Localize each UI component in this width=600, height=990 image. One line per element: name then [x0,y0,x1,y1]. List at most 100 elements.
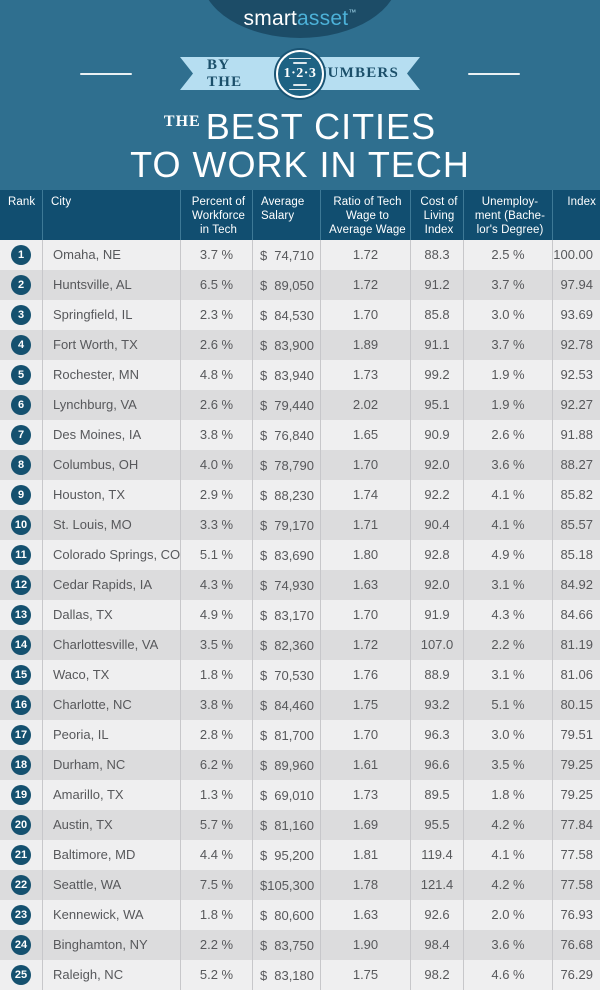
city-cell: Houston, TX [42,480,180,510]
by-the-numbers-banner: BY THE NUMBERS 1·2·3 [0,50,600,98]
banner-text-left: BY THE [207,56,243,90]
salary-amount: 89,050 [274,277,314,293]
rank-badge: 23 [11,905,31,925]
pct-workforce-cell: 2.8 % [180,720,252,750]
unemployment-cell: 4.1 % [463,510,552,540]
index-cell: 81.19 [552,630,600,660]
index-cell: 76.93 [552,900,600,930]
wage-ratio-cell: 1.72 [320,630,410,660]
cost-of-living-cell: 92.6 [410,900,463,930]
salary-amount: 79,440 [274,397,314,413]
wage-ratio-cell: 1.75 [320,960,410,990]
rank-cell: 3 [0,300,42,330]
salary-cell: $78,790 [252,450,320,480]
rank-badge: 25 [11,965,31,985]
cost-of-living-cell: 93.2 [410,690,463,720]
salary-amount: 83,750 [274,937,314,953]
header-rank: Rank [8,196,36,208]
cost-of-living-cell: 91.1 [410,330,463,360]
rank-badge: 22 [11,875,31,895]
rank-cell: 5 [0,360,42,390]
currency-symbol: $ [260,697,268,713]
pct-workforce-cell: 2.6 % [180,330,252,360]
table-row: 8 Columbus, OH 4.0 % $78,790 1.70 92.0 3… [0,450,600,480]
rank-cell: 7 [0,420,42,450]
cost-of-living-cell: 121.4 [410,870,463,900]
currency-symbol: $ [260,277,268,293]
currency-symbol: $ [260,847,268,863]
salary-cell: $105,300 [252,870,320,900]
currency-symbol: $ [260,937,268,953]
pct-workforce-cell: 1.8 % [180,900,252,930]
rank-cell: 13 [0,600,42,630]
wage-ratio-cell: 1.63 [320,570,410,600]
city-cell: Omaha, NE [42,240,180,270]
salary-cell: $76,840 [252,420,320,450]
rank-cell: 20 [0,810,42,840]
index-cell: 92.78 [552,330,600,360]
cost-of-living-cell: 92.0 [410,450,463,480]
unemployment-cell: 1.9 % [463,360,552,390]
badge-rule [293,62,307,64]
index-cell: 97.94 [552,270,600,300]
unemployment-cell: 2.5 % [463,240,552,270]
pct-workforce-cell: 4.0 % [180,450,252,480]
rank-cell: 6 [0,390,42,420]
unemployment-cell: 4.2 % [463,870,552,900]
rank-cell: 1 [0,240,42,270]
cost-of-living-cell: 92.0 [410,570,463,600]
city-cell: Seattle, WA [42,870,180,900]
cost-of-living-cell: 92.2 [410,480,463,510]
city-cell: Lynchburg, VA [42,390,180,420]
unemployment-cell: 4.1 % [463,480,552,510]
cost-of-living-cell: 92.8 [410,540,463,570]
currency-symbol: $ [260,877,268,893]
salary-amount: 95,200 [274,847,314,863]
currency-symbol: $ [260,667,268,683]
wage-ratio-cell: 1.81 [320,840,410,870]
cost-of-living-cell: 88.9 [410,660,463,690]
rank-badge: 14 [11,635,31,655]
currency-symbol: $ [260,517,268,533]
cost-of-living-cell: 96.3 [410,720,463,750]
rank-badge: 1 [11,245,31,265]
salary-cell: $89,960 [252,750,320,780]
wage-ratio-cell: 1.72 [320,270,410,300]
table-header-row: Rank City Percent of Workforce in Tech A… [0,190,600,240]
currency-symbol: $ [260,457,268,473]
unemployment-cell: 3.6 % [463,930,552,960]
wage-ratio-cell: 1.73 [320,780,410,810]
salary-amount: 80,600 [274,907,314,923]
table-row: 19 Amarillo, TX 1.3 % $69,010 1.73 89.5 … [0,780,600,810]
salary-amount: 79,170 [274,517,314,533]
salary-amount: 78,790 [274,457,314,473]
rank-badge: 3 [11,305,31,325]
salary-amount: 74,710 [274,247,314,263]
wage-ratio-cell: 1.70 [320,450,410,480]
pct-workforce-cell: 4.9 % [180,600,252,630]
pct-workforce-cell: 2.3 % [180,300,252,330]
unemployment-cell: 4.9 % [463,540,552,570]
table-row: 15 Waco, TX 1.8 % $70,530 1.76 88.9 3.1 … [0,660,600,690]
salary-amount: 81,160 [274,817,314,833]
currency-symbol: $ [260,307,268,323]
rank-badge: 8 [11,455,31,475]
table-row: 4 Fort Worth, TX 2.6 % $83,900 1.89 91.1… [0,330,600,360]
badge-rule [289,57,311,60]
unemployment-cell: 4.3 % [463,600,552,630]
table-row: 2 Huntsville, AL 6.5 % $89,050 1.72 91.2… [0,270,600,300]
pct-workforce-cell: 4.8 % [180,360,252,390]
city-cell: Binghamton, NY [42,930,180,960]
badge-numbers: 1·2·3 [283,66,317,82]
pct-workforce-cell: 7.5 % [180,870,252,900]
pct-workforce-cell: 6.2 % [180,750,252,780]
wage-ratio-cell: 1.61 [320,750,410,780]
trademark-symbol: ™ [348,8,357,17]
rank-cell: 19 [0,780,42,810]
city-cell: Columbus, OH [42,450,180,480]
unemployment-cell: 3.1 % [463,570,552,600]
header-city: City [42,190,180,240]
currency-symbol: $ [260,907,268,923]
rank-badge: 12 [11,575,31,595]
unemployment-cell: 1.9 % [463,390,552,420]
